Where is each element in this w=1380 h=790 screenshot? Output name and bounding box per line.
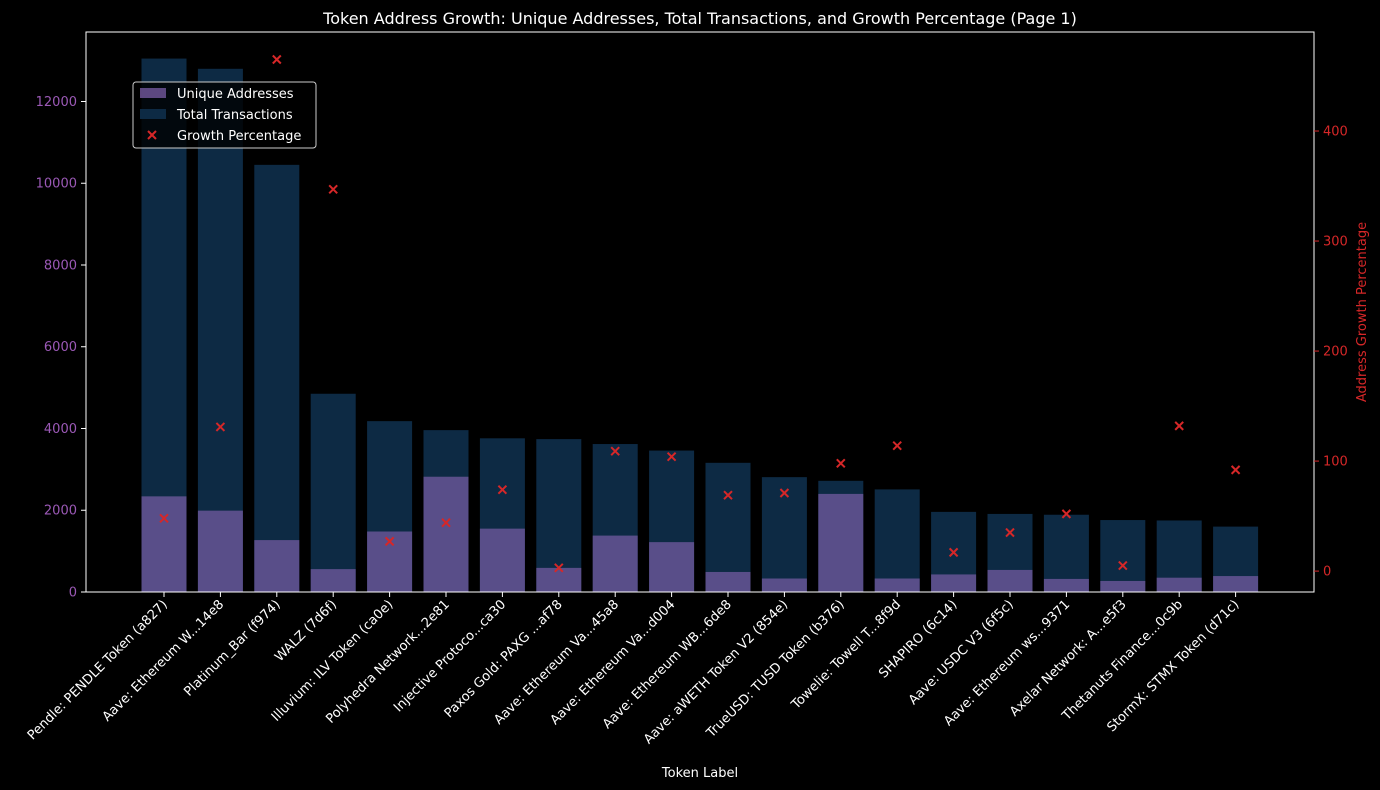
unique-addresses-bar xyxy=(818,493,864,592)
unique-addresses-bar xyxy=(423,476,469,592)
unique-addresses-bar xyxy=(1156,577,1202,592)
chart-title: Token Address Growth: Unique Addresses, … xyxy=(322,9,1077,28)
unique-addresses-bar xyxy=(987,569,1033,592)
unique-addresses-bar xyxy=(761,578,807,592)
right-y-tick-label: 300 xyxy=(1323,235,1348,250)
total-transactions-bar xyxy=(1100,520,1146,592)
unique-addresses-bar xyxy=(141,496,187,592)
left-y-tick-label: 10000 xyxy=(36,177,77,192)
right-y-tick-label: 200 xyxy=(1323,345,1348,360)
growth-percentage-marker xyxy=(723,490,733,500)
growth-percentage-marker xyxy=(779,488,790,498)
legend-swatch-total-transactions xyxy=(140,109,166,119)
left-y-tick-label: 2000 xyxy=(44,504,77,519)
right-y-tick-label: 0 xyxy=(1323,565,1331,580)
legend-label-total-transactions: Total Transactions xyxy=(176,108,293,123)
left-y-tick-label: 4000 xyxy=(44,422,77,437)
total-transactions-bar xyxy=(705,462,751,592)
right-y-tick-label: 100 xyxy=(1323,455,1348,470)
growth-percentage-marker xyxy=(1118,560,1128,571)
unique-addresses-bar xyxy=(931,574,977,592)
growth-percentage-marker xyxy=(666,451,677,462)
plot-frame xyxy=(85,31,1315,593)
growth-percentage-markers xyxy=(159,54,1241,573)
growth-percentage-marker xyxy=(554,563,564,573)
total-transactions-bar xyxy=(197,68,243,592)
growth-percentage-marker xyxy=(1005,527,1015,538)
total-transactions-bar xyxy=(254,164,300,592)
legend: Unique Addresses Total Transactions Grow… xyxy=(132,81,317,149)
growth-percentage-marker xyxy=(836,458,846,468)
growth-percentage-marker xyxy=(497,484,508,495)
unique-addresses-bars xyxy=(141,476,1259,592)
legend-swatch-unique-addresses xyxy=(140,88,166,98)
growth-percentage-marker xyxy=(1174,421,1184,431)
unique-addresses-bar xyxy=(1213,576,1259,592)
unique-addresses-bar xyxy=(536,567,582,592)
left-y-tick-label: 6000 xyxy=(44,340,77,355)
right-y-axis-label: Address Growth Percentage xyxy=(1355,222,1370,402)
growth-percentage-marker xyxy=(272,54,282,65)
unique-addresses-bar xyxy=(310,569,356,592)
total-transactions-bar xyxy=(874,489,920,592)
left-y-tick-label: 0 xyxy=(69,586,77,601)
unique-addresses-bar xyxy=(649,542,695,592)
left-y-tick-label: 12000 xyxy=(36,95,77,110)
growth-percentage-marker xyxy=(892,440,902,451)
total-transactions-bar xyxy=(761,477,807,592)
right-y-axis: 0 100 200 300 400 xyxy=(1314,125,1348,580)
growth-percentage-marker xyxy=(215,422,226,432)
unique-addresses-bar xyxy=(592,535,638,592)
growth-percentage-marker xyxy=(159,513,169,523)
right-y-tick-label: 400 xyxy=(1323,125,1348,140)
growth-percentage-marker xyxy=(1230,465,1241,475)
unique-addresses-bar xyxy=(197,510,243,592)
unique-addresses-bar xyxy=(1043,578,1089,592)
total-transactions-bar xyxy=(310,393,356,592)
unique-addresses-bar xyxy=(479,528,525,592)
left-y-tick-label: 8000 xyxy=(44,258,77,273)
legend-label-growth-percentage: Growth Percentage xyxy=(177,129,301,144)
growth-percentage-marker xyxy=(948,547,959,558)
growth-percentage-marker xyxy=(441,517,451,528)
x-axis-label: Token Label xyxy=(661,766,738,781)
unique-addresses-bar xyxy=(705,571,751,592)
unique-addresses-bar xyxy=(254,540,300,592)
growth-percentage-marker xyxy=(610,446,620,456)
legend-marker-growth-percentage xyxy=(147,130,157,140)
growth-percentage-marker xyxy=(1061,509,1072,519)
legend-box xyxy=(132,81,317,149)
unique-addresses-bar xyxy=(874,578,920,592)
unique-addresses-bar xyxy=(1100,580,1146,592)
left-y-axis: 0 2000 4000 6000 8000 10000 12000 xyxy=(36,95,86,601)
growth-percentage-marker xyxy=(328,184,338,195)
growth-percentage-marker xyxy=(384,536,395,547)
legend-label-unique-addresses: Unique Addresses xyxy=(177,87,294,102)
